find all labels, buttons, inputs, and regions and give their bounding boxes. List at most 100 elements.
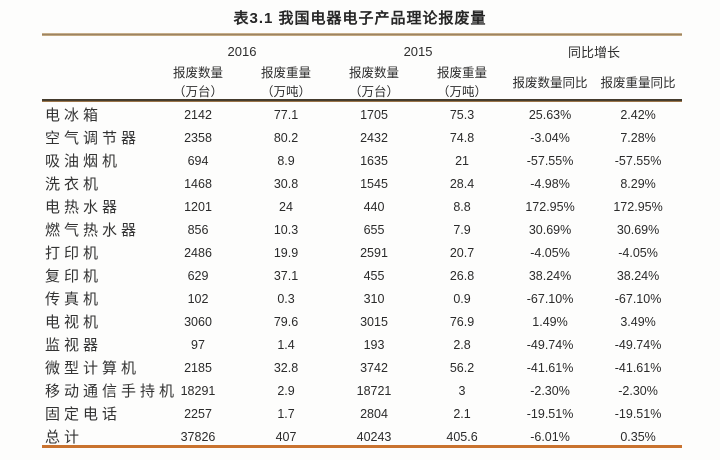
cell-value: 2486 bbox=[184, 245, 212, 260]
year-header-2016: 2016 bbox=[227, 43, 257, 59]
cell-value: 10.3 bbox=[273, 222, 299, 237]
cell-value: 2257 bbox=[184, 406, 212, 421]
cell-value: 26.8 bbox=[449, 268, 475, 283]
product-name: 打印机 bbox=[45, 245, 103, 262]
table-header: 2016 2015 同比增长 报废数量 （万台） 报废重量 （万吨） 报废数量 （万台… bbox=[42, 36, 682, 103]
cell-value: -67.10% bbox=[614, 291, 662, 306]
cell-value: 28.4 bbox=[449, 176, 475, 191]
table-row: 复印机 629 37.1 455 26.8 38.24% 38.24% bbox=[42, 264, 682, 287]
cell-value: 440 bbox=[363, 199, 385, 214]
col-header-2015-quantity: 报废数量 （万台） bbox=[330, 63, 418, 103]
cell-value: 2804 bbox=[360, 406, 388, 421]
col-header-yoy-quantity: 报废数量同比 bbox=[512, 75, 588, 90]
cell-value: 7.9 bbox=[453, 222, 471, 237]
cell-value: 2.9 bbox=[277, 383, 295, 398]
cell-value: 1.49% bbox=[532, 314, 568, 329]
cell-value: 18291 bbox=[180, 383, 216, 398]
table-row: 吸油烟机 694 8.9 1635 21 -57.55% -57.55% bbox=[42, 149, 682, 172]
product-name: 电视机 bbox=[45, 314, 103, 331]
cell-value: 629 bbox=[187, 268, 209, 283]
cell-value: 1201 bbox=[184, 199, 212, 214]
cell-value: 102 bbox=[187, 291, 209, 306]
table-row: 电视机 3060 79.6 3015 76.9 1.49% 3.49% bbox=[42, 310, 682, 333]
col-header-line: 报废重量 bbox=[437, 66, 488, 81]
col-header-unit: （万吨） bbox=[261, 85, 312, 99]
table-row: 固定电话 2257 1.7 2804 2.1 -19.51% -19.51% bbox=[42, 402, 682, 425]
product-name: 总计 bbox=[45, 429, 84, 446]
scrap-volume-table: 2016 2015 同比增长 报废数量 （万台） 报废重量 （万吨） 报废数量 （万台… bbox=[42, 36, 682, 448]
table-row: 空气调节器 2358 80.2 2432 74.8 -3.04% 7.28% bbox=[42, 126, 682, 149]
table-row: 洗衣机 1468 30.8 1545 28.4 -4.98% 8.29% bbox=[42, 172, 682, 195]
col-header-line: 报废数量 bbox=[349, 66, 400, 81]
product-name: 燃气热水器 bbox=[45, 222, 141, 239]
cell-value: 3 bbox=[458, 383, 466, 398]
table-title: 表3.1 我国电器电子产品理论报废量 bbox=[233, 10, 487, 27]
cell-value: -3.04% bbox=[530, 130, 570, 145]
cell-value: 1705 bbox=[360, 107, 388, 122]
cell-value: 38.24% bbox=[616, 268, 660, 283]
col-header-unit: （万台） bbox=[349, 85, 400, 99]
cell-value: 32.8 bbox=[273, 360, 299, 375]
cell-value: 2591 bbox=[360, 245, 388, 260]
cell-value: -19.51% bbox=[614, 406, 662, 421]
cell-value: -4.05% bbox=[530, 245, 570, 260]
cell-value: 0.3 bbox=[277, 291, 295, 306]
cell-value: 18721 bbox=[356, 383, 392, 398]
cell-value: 172.95% bbox=[525, 199, 575, 214]
cell-value: 75.3 bbox=[449, 107, 475, 122]
product-name: 移动通信手持机 bbox=[45, 383, 179, 400]
table-row: 电热水器 1201 24 440 8.8 172.95% 172.95% bbox=[42, 195, 682, 218]
cell-value: -41.61% bbox=[614, 360, 662, 375]
cell-value: 2358 bbox=[184, 130, 212, 145]
cell-value: 1545 bbox=[360, 176, 388, 191]
corner-cell bbox=[42, 63, 154, 103]
product-name: 电冰箱 bbox=[45, 107, 103, 124]
header-rule bbox=[42, 99, 682, 102]
col-header-line: 报废重量 bbox=[261, 66, 312, 81]
cell-value: 1.4 bbox=[277, 337, 295, 352]
cell-value: 20.7 bbox=[449, 245, 475, 260]
cell-value: -57.55% bbox=[526, 153, 574, 168]
cell-value: -4.05% bbox=[618, 245, 658, 260]
table-row: 电冰箱 2142 77.1 1705 75.3 25.63% 2.42% bbox=[42, 103, 682, 126]
product-name: 监视器 bbox=[45, 337, 103, 354]
cell-value: 407 bbox=[275, 429, 297, 444]
cell-value: 2185 bbox=[184, 360, 212, 375]
table-row: 监视器 97 1.4 193 2.8 -49.74% -49.74% bbox=[42, 333, 682, 356]
cell-value: -57.55% bbox=[614, 153, 662, 168]
cell-value: 56.2 bbox=[449, 360, 475, 375]
cell-value: -67.10% bbox=[526, 291, 574, 306]
cell-value: 172.95% bbox=[613, 199, 663, 214]
cell-value: 2.8 bbox=[453, 337, 471, 352]
cell-value: 24 bbox=[279, 199, 293, 214]
table-row: 燃气热水器 856 10.3 655 7.9 30.69% 30.69% bbox=[42, 218, 682, 241]
corner-cell bbox=[42, 36, 154, 63]
cell-value: 97 bbox=[191, 337, 205, 352]
cell-value: 8.29% bbox=[620, 176, 656, 191]
table-row: 移动通信手持机 18291 2.9 18721 3 -2.30% -2.30% bbox=[42, 379, 682, 402]
table-row: 微型计算机 2185 32.8 3742 56.2 -41.61% -41.61% bbox=[42, 356, 682, 379]
cell-value: -49.74% bbox=[526, 337, 574, 352]
product-name: 微型计算机 bbox=[45, 360, 141, 377]
col-header-2016-weight: 报废重量 （万吨） bbox=[242, 63, 330, 103]
cell-value: 1468 bbox=[184, 176, 212, 191]
cell-value: 405.6 bbox=[446, 429, 478, 444]
cell-value: 2432 bbox=[360, 130, 388, 145]
cell-value: 37826 bbox=[180, 429, 216, 444]
col-header-yoy-weight: 报废重量同比 bbox=[600, 75, 676, 90]
cell-value: 0.35% bbox=[620, 429, 656, 444]
table-body: 电冰箱 2142 77.1 1705 75.3 25.63% 2.42% 空气调节器 2358 8… bbox=[42, 103, 682, 448]
cell-value: 193 bbox=[363, 337, 385, 352]
cell-value: 694 bbox=[187, 153, 209, 168]
cell-value: 3742 bbox=[360, 360, 388, 375]
cell-value: 455 bbox=[363, 268, 385, 283]
col-header-unit: （万台） bbox=[172, 85, 223, 99]
product-name: 吸油烟机 bbox=[45, 153, 122, 170]
cell-value: 2.1 bbox=[453, 406, 471, 421]
cell-value: 1635 bbox=[360, 153, 388, 168]
top-rule bbox=[42, 33, 682, 36]
cell-value: 0.9 bbox=[453, 291, 471, 306]
year-header-yoy-growth: 同比增长 bbox=[568, 44, 621, 60]
cell-value: 76.9 bbox=[449, 314, 475, 329]
